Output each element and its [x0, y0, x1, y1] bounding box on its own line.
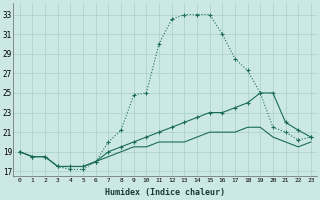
X-axis label: Humidex (Indice chaleur): Humidex (Indice chaleur) — [105, 188, 225, 197]
